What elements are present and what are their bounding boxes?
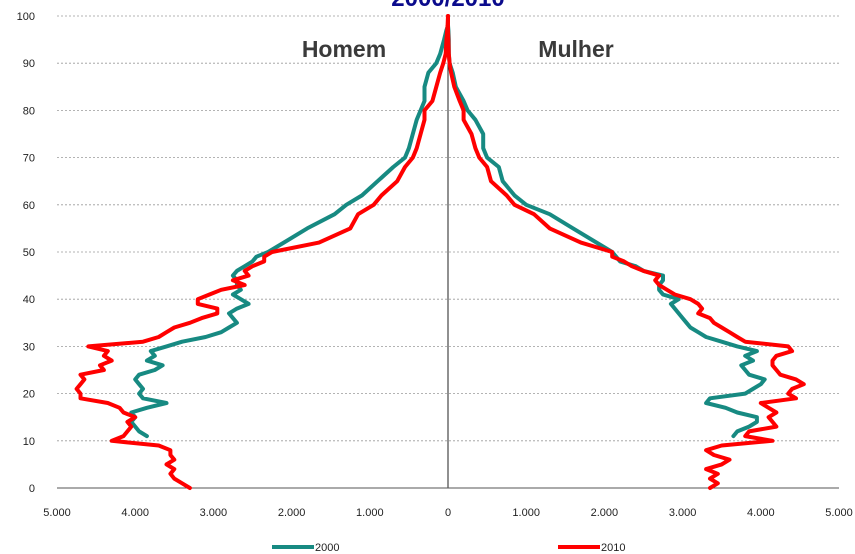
- x-tick-label: 5.000: [43, 507, 71, 519]
- x-tick-label: 4.000: [747, 507, 775, 519]
- x-tick-label: 4.000: [121, 507, 149, 519]
- chart-title: 2000/2010: [391, 0, 504, 12]
- annotation-mulher: Mulher: [538, 36, 613, 62]
- y-tick-label: 10: [23, 436, 35, 448]
- x-tick-label: 2.000: [278, 507, 306, 519]
- series-line-2010-mulher: [446, 14, 806, 490]
- y-tick-label: 80: [23, 105, 35, 117]
- x-tick-label: 3.000: [669, 507, 697, 519]
- y-tick-label: 0: [29, 483, 35, 495]
- x-tick-label: 2.000: [591, 507, 619, 519]
- x-tick-label: 1.000: [356, 507, 384, 519]
- series-lines: [74, 14, 806, 490]
- y-tick-label: 70: [23, 153, 35, 165]
- legend-label-2010: 2010: [601, 542, 625, 554]
- legend: 2000 2010: [272, 542, 625, 554]
- series-line-2000-mulher: [446, 23, 767, 439]
- y-tick-label: 50: [23, 247, 35, 259]
- series-line-2000-homem: [129, 23, 450, 439]
- series-line-2010-homem: [74, 14, 450, 490]
- x-tick-label: 0: [445, 507, 451, 519]
- x-tick-label: 3.000: [200, 507, 228, 519]
- y-tick-label: 90: [23, 58, 35, 70]
- y-axis-ticks: 0 10 20 30 40 50 60 70 80 90 100: [17, 11, 35, 495]
- x-tick-label: 1.000: [512, 507, 540, 519]
- y-tick-label: 20: [23, 389, 35, 401]
- y-tick-label: 60: [23, 200, 35, 212]
- x-tick-label: 5.000: [825, 507, 853, 519]
- x-axis-ticks: 5.000 4.000 3.000 2.000 1.000 0 1.000 2.000 3.00…: [43, 507, 853, 519]
- legend-label-2000: 2000: [315, 542, 339, 554]
- annotation-homem: Homem: [302, 36, 386, 62]
- y-tick-label: 30: [23, 341, 35, 353]
- y-tick-label: 40: [23, 294, 35, 306]
- y-tick-label: 100: [17, 11, 35, 23]
